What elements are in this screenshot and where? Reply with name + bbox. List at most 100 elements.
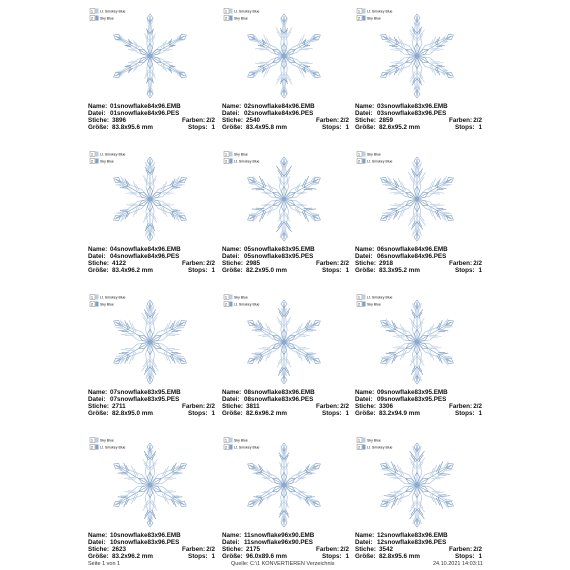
- design-cell: 1 Sky Blue 2 Lt. Smokey Blue Name: 05snowflak…: [222, 151, 349, 274]
- arm-branch: [392, 334, 405, 338]
- arm-branch: [296, 204, 307, 207]
- center-petal: [405, 484, 418, 492]
- arm-branch: [146, 88, 151, 94]
- field-value: 2/2: [340, 546, 349, 553]
- center-petal: [416, 55, 429, 63]
- snowflake-arm: [415, 198, 454, 223]
- field-value: 1: [345, 267, 349, 274]
- arm-branch: [133, 39, 140, 49]
- arm-tip: [179, 358, 187, 364]
- field-value: 11snowflake96x90.EMB: [244, 532, 315, 539]
- center-petal: [414, 483, 420, 499]
- snowflake-center: [277, 49, 291, 63]
- arm-branch: [393, 67, 400, 76]
- arm-outline: [382, 55, 418, 77]
- arm-branch: [174, 213, 180, 223]
- field-label: Stops:: [322, 124, 342, 131]
- arm-branch: [128, 350, 137, 364]
- field-value: 2/2: [206, 117, 215, 124]
- field-value: 83.2x96.2 mm: [112, 553, 153, 560]
- arm-branch: [382, 211, 391, 215]
- arm-branch: [308, 357, 313, 362]
- arm-branch: [276, 165, 285, 178]
- arm-branch: [143, 365, 151, 375]
- field-label: Stiche:: [222, 546, 243, 553]
- field-label: Stiche:: [222, 260, 243, 267]
- arm-branch: [380, 355, 390, 359]
- arm-branch: [248, 213, 256, 216]
- arm-branch: [127, 61, 138, 64]
- arm-branch: [144, 223, 151, 232]
- field-value: 05snowflake83x95.PES: [244, 253, 313, 260]
- arm-branch: [252, 176, 258, 183]
- legend-color-name: Lt. Smokey Blue: [367, 159, 393, 163]
- legend-color-name: Lt. Smokey Blue: [367, 295, 393, 299]
- arm-branch: [149, 211, 158, 223]
- arm-branch: [171, 186, 181, 189]
- arm-tip: [380, 72, 388, 78]
- field-label: Stops:: [322, 410, 342, 417]
- arm-branch: [429, 334, 442, 338]
- field-label: Stops:: [188, 410, 208, 417]
- arm-tip: [113, 358, 121, 364]
- arm-branch: [310, 355, 315, 358]
- snowflake-arm: [282, 341, 321, 365]
- field-label: Größe:: [355, 124, 376, 131]
- arm-tip: [146, 375, 154, 385]
- arm-branch: [416, 507, 425, 520]
- arm-branch: [118, 34, 124, 40]
- arm-branch: [165, 332, 180, 336]
- arm-branch: [296, 469, 302, 477]
- arm-tip: [313, 320, 321, 326]
- arm-branch: [305, 471, 315, 475]
- arm-tip: [446, 501, 454, 507]
- field-value: 08snowflake83x96.EMB: [244, 389, 315, 396]
- arm-branch: [124, 490, 137, 494]
- field-label: Größe:: [355, 553, 376, 560]
- field-label: Größe:: [355, 267, 376, 274]
- center-petal: [416, 198, 429, 206]
- legend-color: [229, 444, 233, 450]
- field-value: 12snowflake83x96.EMB: [377, 532, 448, 539]
- arm-tip: [413, 13, 421, 23]
- arm-branch: [261, 476, 271, 479]
- snowflake-arm: [247, 484, 286, 507]
- field-label: Stops:: [455, 124, 475, 131]
- arm-branch: [149, 161, 156, 171]
- arm-branch: [305, 495, 315, 499]
- arm-branch: [385, 352, 396, 355]
- arm-branch: [145, 305, 151, 313]
- snowflake-arm: [409, 442, 425, 487]
- field-value: 2918: [379, 260, 394, 267]
- field-value: 2540: [246, 117, 261, 124]
- arm-branch: [429, 346, 442, 350]
- arm-outline: [249, 198, 285, 220]
- center-petal: [147, 328, 153, 344]
- arm-branch: [172, 471, 183, 475]
- arm-spine: [149, 321, 185, 343]
- arm-branch: [250, 499, 257, 502]
- arm-branch: [174, 175, 180, 185]
- field-value: 82.2x95.0 mm: [246, 267, 287, 274]
- arm-branch: [120, 175, 126, 185]
- snowflake-center: [411, 336, 423, 348]
- arm-branch: [249, 70, 256, 73]
- arm-branch: [416, 212, 427, 226]
- legend-swatch: [89, 294, 96, 300]
- center-petal: [147, 42, 153, 58]
- arm-spine: [283, 35, 319, 57]
- arm-branch: [146, 28, 151, 35]
- center-petal: [147, 54, 153, 70]
- arm-spine: [149, 341, 185, 363]
- arm-branch: [280, 18, 285, 25]
- arm-spine: [416, 464, 452, 486]
- center-petal: [281, 197, 287, 213]
- arm-branch: [176, 72, 182, 78]
- arm-outline: [283, 178, 319, 200]
- arm-spine: [149, 464, 185, 486]
- arm-branch: [304, 497, 310, 506]
- arm-branch: [275, 27, 285, 40]
- arm-branch: [389, 191, 405, 195]
- arm-spine: [416, 55, 452, 77]
- snowflake-arm: [275, 13, 293, 58]
